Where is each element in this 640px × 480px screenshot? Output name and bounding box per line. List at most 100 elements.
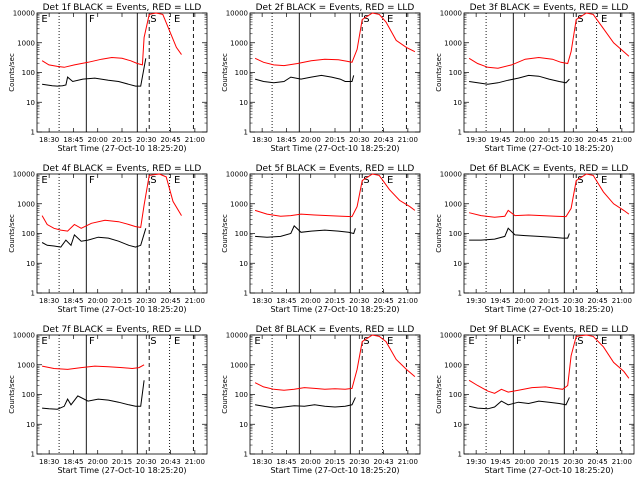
state-flag-s: S	[150, 336, 156, 347]
state-flag-s: S	[577, 336, 583, 347]
x-tick-label: 19:30	[466, 297, 486, 305]
y-tick-label: 10000	[226, 171, 248, 179]
y-tick-label: 100	[235, 391, 248, 399]
y-axis-label: Counts/sec	[8, 375, 16, 414]
x-tick-label: 21:00	[612, 136, 632, 144]
y-tick-label: 10	[26, 421, 35, 429]
series-lld-line	[254, 12, 416, 67]
x-tick-label: 21:00	[398, 297, 418, 305]
x-axis-label: Start Time (27-Oct-10 18:25:20)	[270, 305, 399, 314]
x-tick-label: 19:45	[490, 297, 510, 305]
y-tick-label: 10000	[440, 171, 462, 179]
x-tick-label: 21:00	[398, 458, 418, 466]
series-events-line	[42, 380, 145, 410]
chart-title: Det 7f BLACK = Events, RED = LLD	[43, 325, 202, 335]
x-tick-label: 18:45	[276, 458, 296, 466]
y-axis-label: Counts/sec	[221, 214, 229, 253]
state-flag-e: E	[468, 336, 474, 347]
state-flag-e: E	[387, 336, 393, 347]
series-events-line	[468, 397, 570, 410]
chart-title: Det 5f BLACK = Events, RED = LLD	[256, 164, 415, 174]
x-tick-label: 18:30	[39, 458, 59, 466]
plot-frame	[463, 334, 635, 455]
state-flag-f: F	[516, 336, 522, 347]
series-events-line	[254, 74, 355, 84]
series-events-line	[469, 227, 570, 241]
x-tick-label: 20:30	[349, 297, 369, 305]
x-tick-label: 20:00	[88, 297, 108, 305]
y-tick-label: 10000	[226, 10, 248, 18]
y-tick-label: 100	[22, 230, 35, 238]
y-tick-label: 1	[458, 129, 462, 137]
x-tick-label: 19:30	[466, 136, 486, 144]
x-tick-label: 18:45	[63, 458, 83, 466]
chart-title: Det 6f BLACK = Events, RED = LLD	[470, 164, 629, 174]
chart-panel-9: Det 9f BLACK = Events, RED = LLD 1 10 100 10…	[435, 325, 635, 475]
x-tick-label: 19:45	[490, 136, 510, 144]
y-tick-label: 100	[449, 230, 462, 238]
y-tick-label: 1	[458, 290, 462, 298]
y-tick-label: 10000	[13, 10, 35, 18]
y-tick-label: 1	[31, 451, 35, 459]
x-axis-label: Start Time (27-Oct-10 18:25:20)	[270, 466, 399, 475]
x-tick-label: 20:15	[112, 297, 132, 305]
x-tick-label: 18:45	[276, 136, 296, 144]
chart-panel-5: Det 5f BLACK = Events, RED = LLD 1 10 100 10…	[221, 164, 421, 314]
y-tick-label: 10	[26, 260, 35, 268]
y-tick-label: 1000	[230, 200, 248, 208]
y-tick-label: 1	[244, 129, 248, 137]
chart-panel-4: Det 4f BLACK = Events, RED = LLD 1 10 100 10…	[8, 164, 208, 314]
x-tick-label: 20:00	[301, 297, 321, 305]
x-tick-label: 21:00	[185, 136, 205, 144]
chart-panel-6: Det 6f BLACK = Events, RED = LLD 1 10 100 10…	[435, 164, 635, 314]
y-tick-label: 1000	[17, 39, 35, 47]
y-tick-label: 10000	[13, 332, 35, 340]
state-flag-e: E	[41, 175, 47, 186]
x-tick-label: 21:00	[612, 297, 632, 305]
x-tick-label: 20:15	[539, 297, 559, 305]
x-tick-label: 20:30	[349, 136, 369, 144]
series-lld-line	[468, 12, 630, 69]
x-tick-label: 18:30	[39, 297, 59, 305]
x-axis-label: Start Time (27-Oct-10 18:25:20)	[270, 144, 399, 153]
y-tick-label: 10	[453, 99, 462, 107]
y-tick-label: 10000	[440, 332, 462, 340]
series-lld-line	[254, 334, 416, 391]
y-axis-label: Counts/sec	[435, 53, 443, 92]
x-tick-label: 20:43	[373, 136, 393, 144]
y-tick-label: 100	[22, 69, 35, 77]
plot-frame	[463, 173, 635, 294]
x-tick-label: 20:15	[325, 458, 345, 466]
x-tick-label: 20:43	[373, 458, 393, 466]
x-tick-label: 20:15	[325, 136, 345, 144]
x-tick-label: 20:30	[136, 458, 156, 466]
x-tick-label: 21:00	[185, 297, 205, 305]
state-flag-e: E	[174, 175, 180, 186]
state-flag-e: E	[387, 14, 393, 25]
state-flag-e: E	[41, 14, 47, 25]
x-axis-label: Start Time (27-Oct-10 18:25:20)	[57, 144, 186, 153]
y-tick-label: 100	[235, 69, 248, 77]
x-tick-label: 20:00	[301, 136, 321, 144]
y-axis-label: Counts/sec	[435, 375, 443, 414]
x-tick-label: 20:45	[373, 297, 393, 305]
series-events-line	[255, 225, 356, 238]
x-axis-label: Start Time (27-Oct-10 18:25:20)	[57, 305, 186, 314]
series-lld-line	[468, 173, 630, 218]
state-flag-e: E	[41, 336, 47, 347]
y-tick-label: 10	[239, 260, 248, 268]
y-tick-label: 10	[453, 260, 462, 268]
x-tick-label: 20:15	[112, 136, 132, 144]
y-tick-label: 1	[31, 290, 35, 298]
y-tick-label: 1000	[17, 200, 35, 208]
x-tick-label: 18:30	[39, 136, 59, 144]
x-tick-label: 20:00	[515, 458, 535, 466]
x-tick-label: 20:00	[301, 458, 321, 466]
y-tick-label: 100	[235, 230, 248, 238]
state-flag-e: E	[387, 175, 393, 186]
x-tick-label: 20:15	[112, 458, 132, 466]
x-tick-label: 20:30	[563, 136, 583, 144]
state-flag-f: F	[89, 14, 95, 25]
x-axis-label: Start Time (27-Oct-10 18:25:20)	[57, 466, 186, 475]
